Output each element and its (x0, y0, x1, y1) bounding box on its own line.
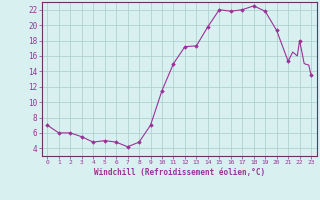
X-axis label: Windchill (Refroidissement éolien,°C): Windchill (Refroidissement éolien,°C) (94, 168, 265, 177)
